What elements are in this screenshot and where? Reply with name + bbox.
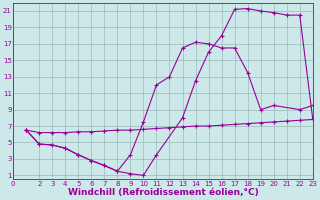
X-axis label: Windchill (Refroidissement éolien,°C): Windchill (Refroidissement éolien,°C) [68,188,258,197]
